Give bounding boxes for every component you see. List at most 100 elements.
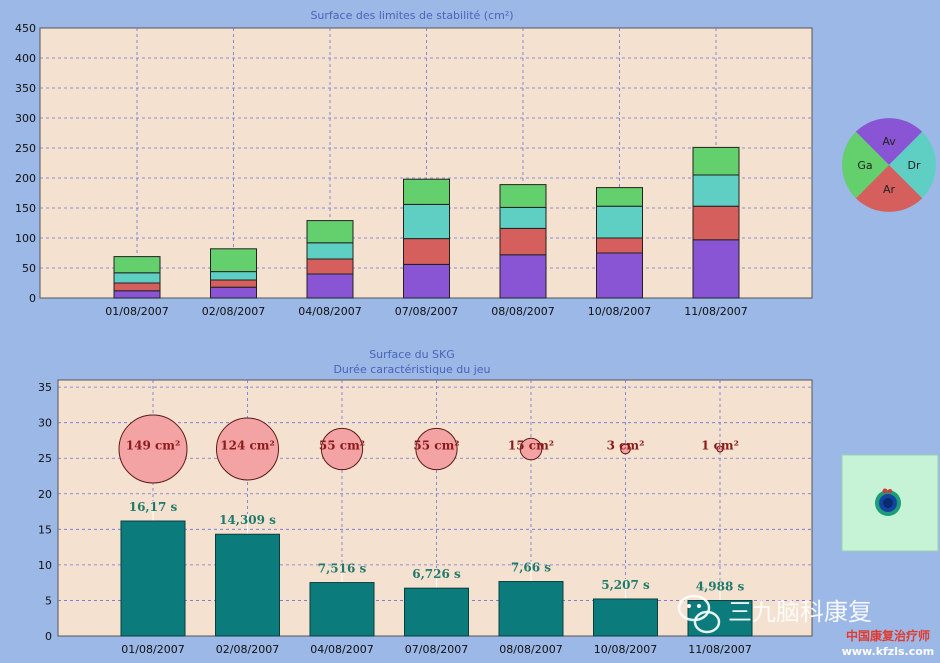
stability-y-tick-label: 100: [15, 232, 36, 245]
stability-bar-segment-dr: [596, 205, 643, 239]
legend-slice-av: [855, 118, 923, 165]
stability-bars: [113, 146, 740, 299]
stability-y-axis: 0 50 100 150 200 250 300 350 400 450: [15, 22, 36, 305]
stability-bar-segment-av: [596, 252, 643, 299]
skg-x-tick-label: 01/08/2007: [121, 643, 184, 656]
skg-surface-bubble: [118, 414, 188, 484]
stability-x-tick-label: 02/08/2007: [202, 305, 265, 318]
stability-x-tick-label: 01/08/2007: [105, 305, 168, 318]
stability-bar-segment-dr: [113, 272, 161, 284]
skg-duration-bar: [120, 520, 186, 637]
stability-gridlines: [40, 28, 812, 298]
stability-y-tick-label: 400: [15, 52, 36, 65]
stability-bar-segment-ar: [499, 227, 547, 256]
stability-y-tick-label: 250: [15, 142, 36, 155]
skg-surface-label: 1 cm²: [701, 438, 739, 452]
stability-x-tick-label: 11/08/2007: [684, 305, 747, 318]
skg-surface-label: 55 cm²: [413, 438, 459, 452]
skg-surface-label: 3 cm²: [607, 438, 645, 452]
skg-y-tick-label: 20: [38, 488, 52, 501]
stability-bar-segment-ga: [499, 184, 547, 208]
skg-x-tick-label: 08/08/2007: [499, 643, 562, 656]
skg-surface-bubble: [320, 427, 364, 471]
stability-bar-segment-dr: [403, 203, 450, 240]
wechat-icon: [677, 594, 721, 634]
stability-bar-segment-av: [692, 239, 740, 299]
stability-y-tick-label: 150: [15, 202, 36, 215]
watermark: 三九脑科康复 中国康复治疗师 www.kfzls.com: [677, 594, 934, 658]
skg-x-tick-label: 07/08/2007: [405, 643, 468, 656]
skg-y-tick-label: 5: [45, 594, 52, 607]
skg-duration-bar: [309, 582, 375, 637]
stability-bar-segment-dr: [306, 242, 354, 260]
skg-duration-label: 6,726 s: [412, 567, 461, 581]
skg-y-tick-label: 10: [38, 559, 52, 572]
legend-label-ga: Ga: [857, 159, 872, 172]
stability-bar-segment-av: [210, 286, 257, 299]
stability-chart: Surface des limites de stabilité (cm²) 0…: [15, 9, 813, 318]
skg-chart: Surface du SKG Durée caractéristique du …: [38, 348, 813, 656]
skg-duration-label: 4,988 s: [696, 580, 745, 594]
stability-x-axis: 01/08/2007 02/08/2007 04/08/2007 07/08/2007…: [105, 305, 747, 318]
skg-surface-bubble: [620, 443, 631, 455]
skg-surface-label: 55 cm²: [319, 438, 365, 452]
skg-surface-bubble: [519, 437, 543, 461]
skg-bars: 16,17 s 14,309 s 7,516 s 6,726 s 7,66 s 5,207…: [120, 500, 753, 637]
stability-y-tick-label: 0: [29, 292, 36, 305]
stability-bar-segment-ar: [306, 258, 354, 275]
stability-y-tick-label: 200: [15, 172, 36, 185]
watermark-name: 三九脑科康复: [728, 598, 872, 626]
direction-legend-pie: Av Dr Ar Ga: [842, 118, 936, 212]
skg-duration-bar: [404, 587, 469, 637]
stability-y-tick-label: 300: [15, 112, 36, 125]
skg-preview-panel: [841, 454, 939, 552]
legend-slice-dr: [889, 131, 936, 199]
stability-bar-segment-ga: [210, 248, 257, 273]
legend-label-av: Av: [882, 135, 896, 148]
stability-chart-title: Surface des limites de stabilité (cm²): [310, 9, 513, 22]
stability-bar-segment-ga: [113, 256, 161, 274]
stability-bar-segment-dr: [210, 271, 257, 281]
stability-bar-segment-dr: [499, 206, 547, 229]
legend-label-dr: Dr: [908, 159, 921, 172]
stability-bar-segment-ga: [403, 178, 450, 205]
skg-duration-bar: [215, 533, 280, 637]
skg-y-tick-label: 15: [38, 523, 52, 536]
skg-x-axis: 01/08/2007 02/08/2007 04/08/2007 07/08/2007…: [121, 643, 751, 656]
stability-bar-segment-dr: [692, 174, 740, 207]
skg-duration-label: 5,207 s: [601, 578, 650, 592]
skg-surface-bubble: [415, 427, 458, 471]
stability-bar-segment-ar: [113, 282, 161, 292]
skg-x-tick-label: 04/08/2007: [310, 643, 373, 656]
skg-y-axis: 0 5 10 15 20 25 30 35: [38, 381, 52, 643]
skg-y-tick-label: 35: [38, 381, 52, 394]
skg-duration-label: 14,309 s: [219, 513, 276, 527]
stability-x-tick-label: 04/08/2007: [298, 305, 361, 318]
skg-surface-label: 15 cm²: [508, 438, 554, 452]
stability-x-tick-label: 10/08/2007: [588, 305, 651, 318]
skg-x-tick-label: 11/08/2007: [688, 643, 751, 656]
stability-bar-segment-av: [113, 290, 161, 299]
stability-y-tick-label: 50: [22, 262, 36, 275]
skg-x-tick-label: 02/08/2007: [216, 643, 279, 656]
skg-chart-title: Surface du SKG: [369, 348, 455, 361]
skg-surface-bubble: [716, 445, 724, 453]
stability-y-tick-label: 450: [15, 22, 36, 35]
stability-bar-segment-ga: [596, 187, 643, 207]
stability-bar-segment-av: [403, 263, 450, 299]
stability-x-tick-label: 07/08/2007: [395, 305, 458, 318]
stability-x-tick-label: 08/08/2007: [491, 305, 554, 318]
skg-duration-bar: [498, 581, 564, 637]
skg-surface-label: 124 cm²: [220, 438, 275, 452]
stability-bar-segment-ar: [596, 237, 643, 254]
stability-bar-segment-ga: [692, 146, 740, 176]
stability-bar-segment-ar: [692, 205, 740, 241]
skg-chart-subtitle: Durée caractéristique du jeu: [333, 363, 490, 376]
legend-slice-ga: [842, 131, 889, 199]
skg-x-tick-label: 10/08/2007: [594, 643, 657, 656]
skg-surface-bubble: [215, 417, 280, 481]
watermark-site-name: 中国康复治疗师: [846, 628, 930, 643]
skg-duration-bar: [593, 598, 658, 637]
skg-surface-label: 149 cm²: [126, 438, 181, 452]
